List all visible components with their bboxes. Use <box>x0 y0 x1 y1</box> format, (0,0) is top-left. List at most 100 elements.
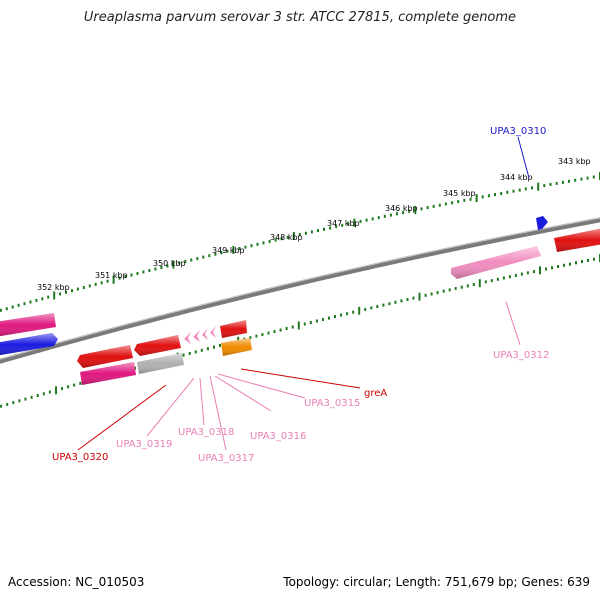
inner-minor-tick <box>454 287 457 290</box>
inner-minor-tick <box>346 312 349 316</box>
outer-minor-tick <box>65 290 67 294</box>
outer-minor-tick <box>208 254 211 258</box>
gene-label-upa3-0317[interactable]: UPA3_0317 <box>198 453 254 464</box>
inner-minor-tick <box>508 275 511 279</box>
inner-minor-tick <box>430 292 433 296</box>
inner-minor-tick <box>340 313 343 317</box>
inner-minor-tick <box>593 257 595 261</box>
gene-label-upa3-0319[interactable]: UPA3_0319 <box>116 439 172 450</box>
inner-minor-tick <box>67 385 70 389</box>
inner-minor-tick <box>400 299 403 303</box>
gene-label-upa3-0316[interactable]: UPA3_0316 <box>250 431 306 442</box>
outer-minor-tick <box>214 252 217 256</box>
inner-minor-tick <box>267 331 270 335</box>
inner-minor-tick <box>134 366 136 370</box>
inner-minor-tick <box>490 279 493 283</box>
outer-minor-tick <box>59 292 62 296</box>
inner-minor-tick <box>545 267 547 271</box>
inner-minor-tick <box>36 394 39 397</box>
inner-minor-tick <box>394 300 397 304</box>
outer-minor-tick <box>71 289 73 293</box>
outer-minor-tick <box>29 300 32 304</box>
inner-minor-tick <box>279 328 282 332</box>
gene-feature-upa3-0310[interactable] <box>536 216 548 230</box>
genome-summary-text: Topology: circular; Length: 751,679 bp; … <box>283 575 590 589</box>
inner-minor-tick <box>194 350 197 354</box>
inner-minor-tick <box>448 288 451 292</box>
outer-minor-tick <box>347 222 350 226</box>
outer-minor-tick <box>238 247 241 250</box>
inner-major-tick <box>478 279 481 288</box>
inner-minor-tick <box>575 261 577 265</box>
gene-feature-upa3-0316[interactable] <box>210 326 216 338</box>
outer-minor-tick <box>500 192 503 195</box>
outer-minor-tick <box>463 198 466 202</box>
scale-label-349: 349 kbp <box>212 246 245 255</box>
inner-minor-tick <box>219 344 221 347</box>
gene-label-upa3-0320[interactable]: UPA3_0320 <box>52 452 108 463</box>
gene-label-upa3-0310[interactable]: UPA3_0310 <box>490 126 546 137</box>
outer-minor-tick <box>202 255 205 259</box>
outer-minor-tick <box>190 258 193 262</box>
outer-minor-tick <box>580 177 583 181</box>
inner-minor-tick <box>334 315 336 319</box>
outer-minor-tick <box>23 302 26 306</box>
inner-minor-tick <box>382 303 385 307</box>
inner-minor-tick <box>303 322 306 326</box>
outer-minor-tick <box>555 181 558 185</box>
inner-minor-tick <box>514 273 517 277</box>
inner-minor-tick <box>376 305 379 308</box>
outer-minor-tick <box>160 266 163 269</box>
outer-minor-tick <box>469 197 472 201</box>
outer-major-tick <box>112 275 115 284</box>
gene-label-grea[interactable]: greA <box>364 388 387 399</box>
gene-label-upa3-0312[interactable]: UPA3_0312 <box>493 350 549 361</box>
inner-minor-tick <box>18 399 21 403</box>
inner-minor-tick <box>200 348 203 352</box>
inner-minor-tick <box>364 307 367 311</box>
outer-major-tick <box>537 182 540 191</box>
gene-label-upa3-0318[interactable]: UPA3_0318 <box>178 427 234 438</box>
label-leaders <box>77 136 530 451</box>
gene-label-upa3-0315[interactable]: UPA3_0315 <box>304 398 360 409</box>
inner-minor-tick <box>460 285 463 289</box>
inner-major-tick <box>539 266 541 275</box>
outer-minor-tick <box>432 204 435 208</box>
outer-minor-tick <box>310 230 313 234</box>
outer-minor-tick <box>383 214 386 218</box>
map-title: Ureaplasma parvum serovar 3 str. ATCC 27… <box>83 10 517 25</box>
inner-minor-tick <box>249 336 252 340</box>
outer-minor-tick <box>274 238 277 242</box>
inner-minor-tick <box>569 262 571 266</box>
inner-minor-tick <box>12 401 15 405</box>
outer-minor-tick <box>256 242 259 246</box>
inner-minor-tick <box>182 353 185 357</box>
outer-major-tick <box>292 232 295 240</box>
inner-minor-tick <box>502 276 505 280</box>
outer-minor-tick <box>184 260 187 263</box>
outer-minor-tick <box>47 295 50 299</box>
genome-backbone <box>0 217 600 364</box>
scale-label-350: 350 kbp <box>153 259 186 268</box>
gene-feature-upa3-0317[interactable] <box>202 328 208 340</box>
outer-minor-tick <box>335 225 338 229</box>
inner-minor-tick <box>436 291 439 295</box>
inner-minor-tick <box>30 395 33 399</box>
gene-feature-upa3-0318[interactable] <box>193 330 200 342</box>
outer-minor-tick <box>487 194 490 198</box>
outer-minor-tick <box>549 183 552 186</box>
inner-major-tick <box>418 292 421 301</box>
inner-minor-tick <box>496 277 499 281</box>
outer-minor-tick <box>100 281 103 285</box>
outer-minor-tick <box>280 237 283 241</box>
scale-label-348: 348 kbp <box>270 233 303 242</box>
outer-minor-tick <box>371 217 374 221</box>
inner-minor-tick <box>328 316 330 320</box>
outer-minor-tick <box>220 251 223 255</box>
outer-minor-tick <box>94 282 97 286</box>
outer-minor-tick <box>41 297 44 301</box>
gene-feature-chevrons[interactable] <box>184 326 216 344</box>
inner-minor-tick <box>484 280 487 284</box>
outer-minor-tick <box>524 187 527 191</box>
